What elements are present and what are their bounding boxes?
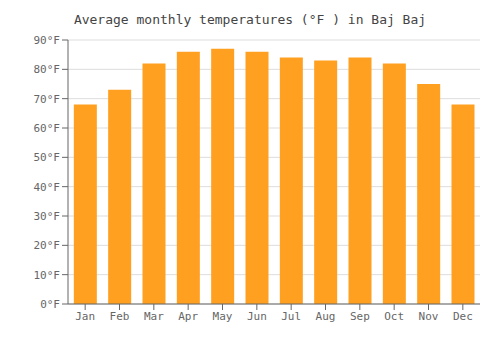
svg-text:Mar: Mar (144, 310, 164, 323)
svg-text:May: May (213, 310, 233, 323)
svg-text:Dec: Dec (453, 310, 473, 323)
svg-text:Jan: Jan (75, 310, 95, 323)
svg-text:60°F: 60°F (34, 122, 61, 135)
svg-text:40°F: 40°F (34, 181, 61, 194)
svg-text:90°F: 90°F (34, 34, 61, 47)
svg-text:70°F: 70°F (34, 93, 61, 106)
svg-text:10°F: 10°F (34, 269, 61, 282)
svg-text:Apr: Apr (178, 310, 198, 323)
svg-text:0°F: 0°F (40, 298, 60, 311)
html-text:Average monthly temperatures (: Average monthly temperatures (°F ) in Ba… (73, 12, 427, 27)
svg-text:20°F: 20°F (34, 239, 61, 252)
svg-text:Oct: Oct (384, 310, 404, 323)
svg-text:Aug: Aug (316, 310, 336, 323)
svg-text:Sep: Sep (350, 310, 370, 323)
svg-text:Nov: Nov (419, 310, 439, 323)
svg-text:80°F: 80°F (34, 63, 61, 76)
svg-text:50°F: 50°F (34, 151, 61, 164)
svg-text:30°F: 30°F (34, 210, 61, 223)
svg-text:Jul: Jul (281, 310, 301, 323)
svg-text:Jun: Jun (247, 310, 267, 323)
svg-text:Feb: Feb (110, 310, 130, 323)
